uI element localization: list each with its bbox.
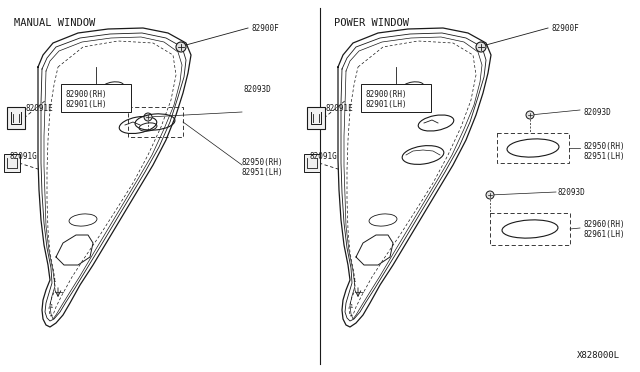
Text: 82951(LH): 82951(LH) (584, 152, 626, 161)
Circle shape (144, 113, 152, 121)
Text: 82950(RH): 82950(RH) (242, 158, 284, 167)
Text: MANUAL WINDOW: MANUAL WINDOW (14, 18, 95, 28)
FancyBboxPatch shape (4, 154, 20, 172)
Text: 82900F: 82900F (552, 24, 580, 33)
Text: 82901(LH): 82901(LH) (66, 100, 108, 109)
Text: 82091G: 82091G (310, 152, 338, 161)
Text: 82093D: 82093D (558, 188, 586, 197)
FancyBboxPatch shape (61, 84, 131, 112)
Circle shape (476, 42, 486, 52)
Text: 82093D: 82093D (584, 108, 612, 117)
FancyBboxPatch shape (304, 154, 320, 172)
Text: 82961(LH): 82961(LH) (584, 230, 626, 239)
Text: POWER WINDOW: POWER WINDOW (334, 18, 409, 28)
Circle shape (176, 42, 186, 52)
Text: 1: 1 (349, 304, 353, 309)
FancyBboxPatch shape (361, 84, 431, 112)
Text: 82900F: 82900F (252, 24, 280, 33)
Text: 82900(RH): 82900(RH) (366, 90, 408, 99)
Circle shape (486, 191, 494, 199)
FancyBboxPatch shape (7, 107, 25, 129)
Text: 82091E: 82091E (26, 104, 54, 113)
Text: 82950(RH): 82950(RH) (584, 142, 626, 151)
Text: X828000L: X828000L (577, 351, 620, 360)
Text: 82960(RH): 82960(RH) (584, 220, 626, 229)
Text: 82093D: 82093D (244, 85, 272, 94)
Text: 1: 1 (352, 278, 356, 283)
Text: 82951(LH): 82951(LH) (242, 168, 284, 177)
FancyBboxPatch shape (307, 107, 325, 129)
Text: 82901(LH): 82901(LH) (366, 100, 408, 109)
Text: 1: 1 (49, 304, 52, 309)
Text: 82900(RH): 82900(RH) (66, 90, 108, 99)
Text: 82091E: 82091E (326, 104, 354, 113)
Text: 1: 1 (52, 278, 56, 283)
Circle shape (526, 111, 534, 119)
Text: 82091G: 82091G (10, 152, 38, 161)
